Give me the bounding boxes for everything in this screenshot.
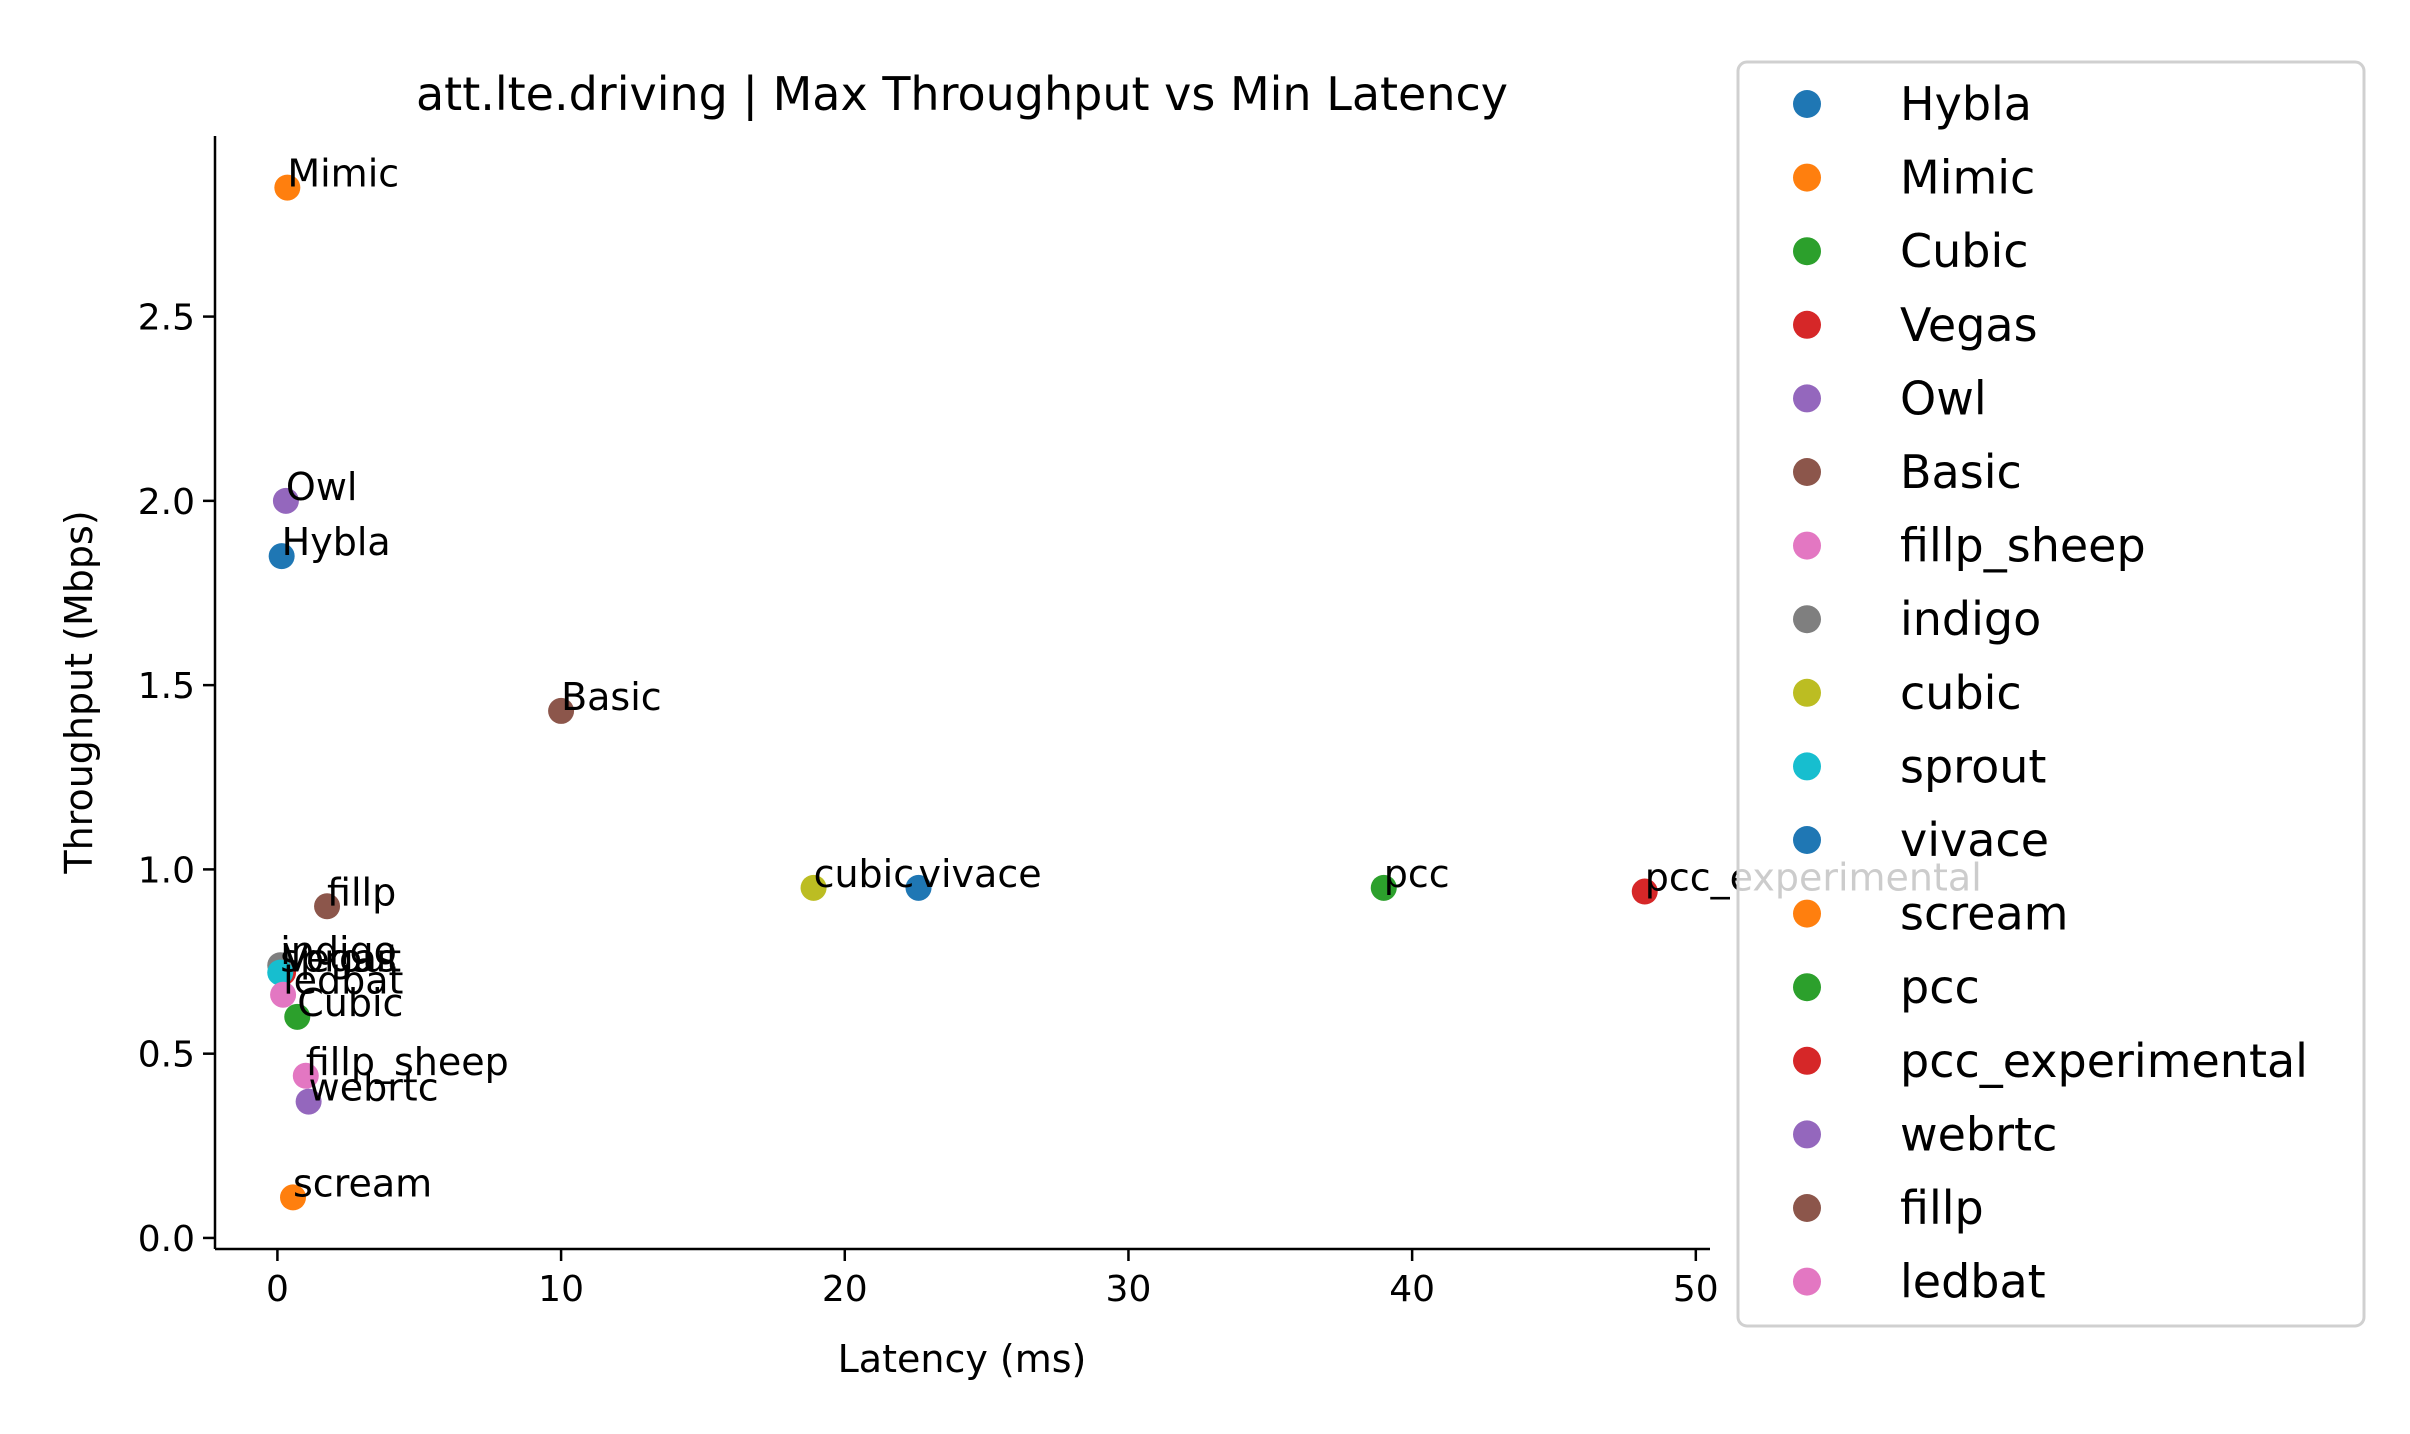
y-tick-label: 0.5 xyxy=(138,1035,195,1076)
legend-label-cubic: Cubic xyxy=(1900,224,2029,278)
legend-label-mimic: Mimic xyxy=(1900,151,2035,205)
legend-label-indigo: indigo xyxy=(1900,592,2041,646)
x-tick-label: 0 xyxy=(266,1269,289,1310)
point-pcc xyxy=(1370,874,1397,901)
legend-label-pcc-experimental: pcc_experimental xyxy=(1900,1034,2308,1088)
data-points xyxy=(267,174,1658,1211)
point-label-fillp: fillp xyxy=(327,870,396,914)
y-tick-label: 0.0 xyxy=(138,1219,195,1260)
legend-marker-fillp xyxy=(1793,1194,1821,1222)
point-label-mimic: Mimic xyxy=(287,152,399,196)
legend-marker-mimic xyxy=(1793,163,1821,192)
x-axis-label: Latency (ms) xyxy=(838,1337,1087,1381)
x-tick-label: 30 xyxy=(1106,1269,1152,1310)
point-sprout xyxy=(267,959,294,986)
point-owl xyxy=(272,487,299,514)
legend-marker-cubic xyxy=(1793,678,1821,707)
x-tick-label: 20 xyxy=(822,1269,868,1310)
chart-title: att.lte.driving | Max Throughput vs Min … xyxy=(416,67,1508,122)
legend-marker-vegas xyxy=(1793,310,1821,339)
legend-marker-ledbat xyxy=(1793,1267,1821,1296)
point-label-basic: Basic xyxy=(561,675,662,719)
x-tick-label: 10 xyxy=(538,1269,584,1310)
legend-marker-scream xyxy=(1793,899,1821,928)
legend-label-ledbat: ledbat xyxy=(1900,1255,2046,1309)
point-vivace xyxy=(905,874,932,901)
point-label-vegas: Vegas xyxy=(283,937,397,981)
point-hybla xyxy=(268,543,295,570)
y-tick-label: 2.5 xyxy=(138,298,195,339)
point-mimic xyxy=(274,174,301,201)
legend-marker-indigo xyxy=(1793,605,1821,634)
x-ticks: 0 10 20 30 40 50 xyxy=(266,1249,1719,1310)
point-label-scream: scream xyxy=(293,1161,432,1205)
legend-label-vivace: vivace xyxy=(1900,813,2049,867)
y-ticks: 0.0 0.5 1.0 1.5 2.0 2.5 xyxy=(138,298,215,1260)
point-pcc-experimental xyxy=(1631,878,1658,905)
y-tick-label: 1.0 xyxy=(138,850,195,891)
point-label-owl: Owl xyxy=(286,465,358,509)
legend-marker-webrtc xyxy=(1793,1120,1821,1149)
point-label-cubic: cubic xyxy=(814,852,915,896)
y-axis-label: Throughput (Mbps) xyxy=(57,510,101,874)
point-label-ledbat: ledbat xyxy=(283,959,403,1003)
point-cubic xyxy=(800,874,827,901)
legend-label-pcc: pcc xyxy=(1900,960,1980,1014)
legend-label-fillp: fillp xyxy=(1900,1181,1984,1235)
legend-marker-vivace xyxy=(1793,826,1821,854)
legend-label-fillp-sheep: fillp_sheep xyxy=(1900,519,2146,573)
y-tick-label: 1.5 xyxy=(138,666,195,707)
point-label-cubic: Cubic xyxy=(297,981,403,1025)
point-label-webrtc: webrtc xyxy=(309,1066,439,1110)
point-fillp-sheep xyxy=(292,1062,319,1089)
y-tick-label: 2.0 xyxy=(138,482,195,523)
legend-label-basic: Basic xyxy=(1900,445,2022,499)
x-tick-label: 40 xyxy=(1389,1269,1435,1310)
legend-marker-fillp-sheep xyxy=(1793,531,1821,560)
point-label-indigo: indigo xyxy=(280,929,397,973)
legend-label-sprout: sprout xyxy=(1900,739,2046,793)
point-cubic xyxy=(284,1003,311,1030)
legend-marker-hybla xyxy=(1793,90,1821,118)
point-basic xyxy=(548,697,575,724)
legend-marker-cubic xyxy=(1793,237,1821,266)
legend-marker-owl xyxy=(1793,384,1821,413)
legend-items: Hybla Mimic Cubic Vegas Owl Basic fillp_sheepi… xyxy=(1793,77,2308,1309)
legend-label-cubic: cubic xyxy=(1900,666,2022,720)
legend-label-owl: Owl xyxy=(1900,371,1987,425)
point-label-vivace: vivace xyxy=(919,852,1042,896)
legend: Hybla Mimic Cubic Vegas Owl Basic fillp_sheepi… xyxy=(1736,60,2366,1328)
x-tick-label: 50 xyxy=(1673,1269,1719,1310)
point-label-fillp-sheep: fillp_sheep xyxy=(306,1040,509,1084)
point-label-pcc: pcc xyxy=(1384,852,1450,896)
legend-marker-pcc xyxy=(1793,973,1821,1002)
legend-label-webrtc: webrtc xyxy=(1900,1107,2057,1161)
point-webrtc xyxy=(295,1088,322,1115)
legend-label-scream: scream xyxy=(1900,887,2068,941)
point-label-sprout: sprout xyxy=(280,937,401,981)
point-label-hybla: Hybla xyxy=(282,520,391,564)
legend-frame xyxy=(1736,60,2366,1328)
point-scream xyxy=(280,1184,307,1211)
legend-marker-sprout xyxy=(1793,752,1821,781)
point-fillp xyxy=(314,893,341,920)
axes: 0 10 20 30 40 50 0.0 0.5 1.0 1.5 2.0 2.5 xyxy=(138,136,1719,1310)
legend-marker-pcc-experimental xyxy=(1793,1046,1821,1075)
legend-label-vegas: Vegas xyxy=(1900,298,2038,352)
legend-label-hybla: Hybla xyxy=(1900,77,2032,131)
point-ledbat xyxy=(270,981,297,1008)
legend-marker-basic xyxy=(1793,458,1821,486)
